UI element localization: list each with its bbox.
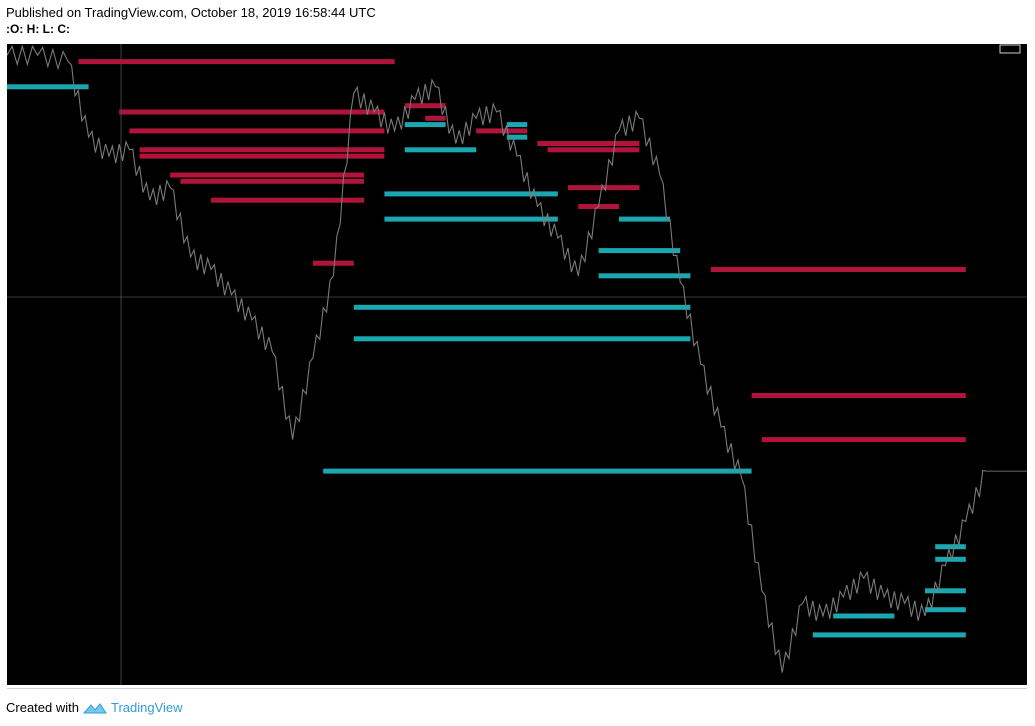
ohlc-readout: :O: H: L: C: (6, 22, 70, 36)
chart-panel[interactable] (7, 44, 1027, 685)
resistance-level (537, 141, 640, 146)
resistance-level (761, 437, 966, 443)
resistance-level (476, 128, 528, 134)
support-level (323, 468, 752, 474)
price-line (7, 44, 987, 673)
footer: Created with TradingView (6, 700, 183, 715)
support-level (833, 613, 895, 619)
price-chart[interactable] (7, 44, 1027, 685)
support-level (598, 273, 691, 279)
resistance-level (139, 153, 385, 159)
support-level (506, 134, 528, 140)
support-level (935, 544, 966, 550)
published-caption: Published on TradingView.com, October 18… (6, 5, 376, 20)
resistance-level (78, 59, 395, 65)
support-level (598, 248, 681, 254)
support-level (384, 216, 558, 222)
support-level (353, 336, 691, 342)
resistance-level (313, 260, 354, 266)
tradingview-logo-icon (82, 701, 107, 715)
resistance-level (119, 109, 385, 115)
resistance-level (129, 128, 385, 134)
resistance-level (211, 197, 364, 203)
resistance-level (425, 115, 446, 121)
resistance-level (710, 267, 966, 272)
resistance-level (547, 147, 640, 153)
support-level (7, 84, 89, 90)
tradingview-brand-link[interactable]: TradingView (110, 700, 183, 715)
resistance-level (404, 103, 446, 109)
support-level (384, 191, 558, 197)
support-level (812, 632, 966, 638)
created-with-label: Created with (6, 700, 79, 715)
support-level (925, 588, 966, 594)
chart-bottom-border (7, 688, 1027, 689)
maximize-icon (999, 44, 1021, 54)
support-level (404, 122, 446, 128)
support-level (404, 147, 477, 153)
resistance-level (139, 147, 385, 153)
resistance-level (180, 178, 364, 184)
resistance-level (751, 393, 966, 398)
support-level (935, 556, 966, 562)
support-level (925, 607, 966, 613)
support-level (353, 304, 691, 310)
resistance-level (170, 172, 364, 178)
support-level (619, 216, 670, 222)
support-level (506, 122, 528, 128)
